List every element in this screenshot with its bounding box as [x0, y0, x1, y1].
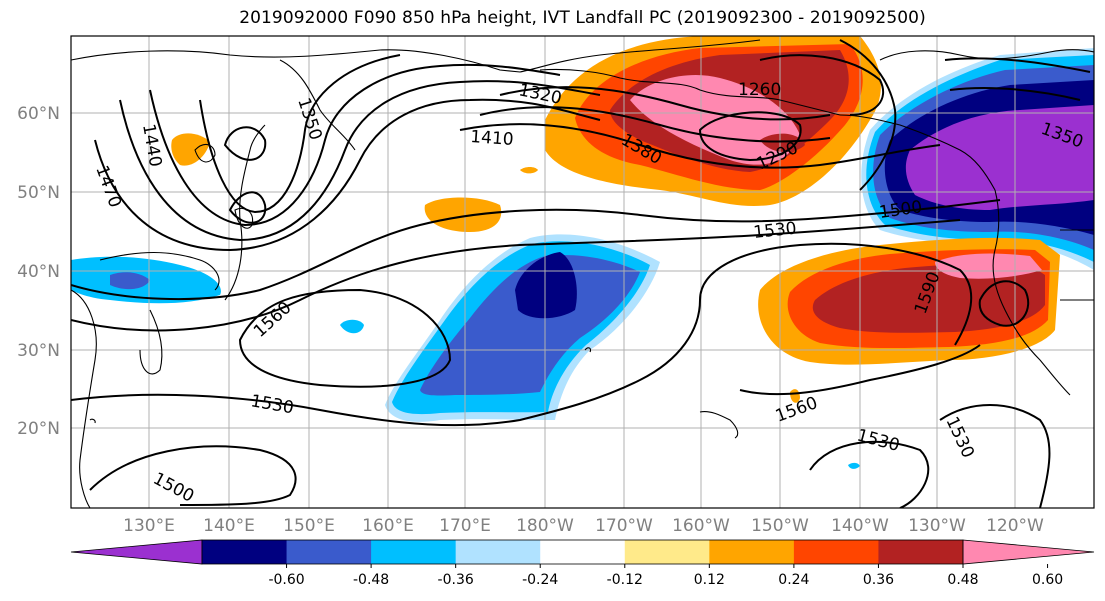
colorbar-segment	[202, 540, 288, 564]
colorbar-segment	[371, 540, 457, 564]
map-panel	[71, 36, 1094, 508]
colorbar-tick-label: -0.36	[438, 572, 474, 588]
colorbar-tick-label: 0.24	[778, 572, 809, 588]
lat-label: 50°N	[17, 183, 60, 203]
height-contours	[71, 39, 1091, 508]
lon-label: 160°E	[362, 516, 414, 536]
colorbar-tick-label: 0.48	[947, 572, 978, 588]
colorbar-tick-label: -0.24	[522, 572, 558, 588]
lon-label: 170°W	[595, 516, 653, 536]
lon-label: 180°W	[516, 516, 574, 536]
colorbar-tick-label: -0.48	[353, 572, 389, 588]
colorbar-segment	[540, 540, 626, 564]
lon-label: 150°E	[283, 516, 335, 536]
lon-label: 130°W	[908, 516, 966, 536]
colorbar-segment	[624, 540, 710, 564]
colorbar-tick-label: -0.12	[607, 572, 643, 588]
lon-label: 120°W	[986, 516, 1044, 536]
colorbar-segment	[455, 540, 541, 564]
latitude-labels: 60°N 50°N 40°N 30°N 20°N	[17, 104, 60, 439]
colorbar: -0.60 -0.48 -0.36 -0.24 -0.12 0.12 0.24 0.36 0.4…	[70, 539, 1095, 588]
colorbar-frame	[201, 539, 964, 565]
lat-label: 30°N	[17, 341, 60, 361]
lat-label: 60°N	[17, 104, 60, 124]
colorbar-segment	[793, 540, 879, 564]
map-frame	[70, 35, 1095, 509]
contour-label: 1410	[470, 127, 515, 150]
colorbar-tick-label: 0.36	[863, 572, 894, 588]
lon-label: 170°E	[439, 516, 491, 536]
colorbar-segment	[286, 540, 372, 564]
lat-label: 20°N	[17, 419, 60, 439]
lon-label: 160°W	[672, 516, 730, 536]
colorbar-segment	[878, 540, 964, 564]
contour-label: 1530	[752, 219, 797, 243]
map-title: 2019092000 F090 850 hPa height, IVT Land…	[239, 8, 926, 28]
lon-label: 150°W	[751, 516, 809, 536]
lon-label: 140°W	[831, 516, 889, 536]
colorbar-tick-label: 0.60	[1032, 572, 1063, 588]
colorbar-tick-label: 0.12	[694, 572, 725, 588]
ivt-shading	[71, 36, 1094, 469]
longitude-labels: 130°E 140°E 150°E 160°E 170°E 180°W 170°…	[123, 516, 1044, 536]
contour-label: 1260	[738, 80, 781, 100]
colorbar-extend-min	[70, 539, 203, 565]
lon-label: 140°E	[203, 516, 255, 536]
colorbar-tick-label: -0.60	[268, 572, 304, 588]
colorbar-extend-max	[962, 539, 1095, 565]
lon-label: 130°E	[123, 516, 175, 536]
lat-label: 40°N	[17, 262, 60, 282]
colorbar-segment	[709, 540, 795, 564]
